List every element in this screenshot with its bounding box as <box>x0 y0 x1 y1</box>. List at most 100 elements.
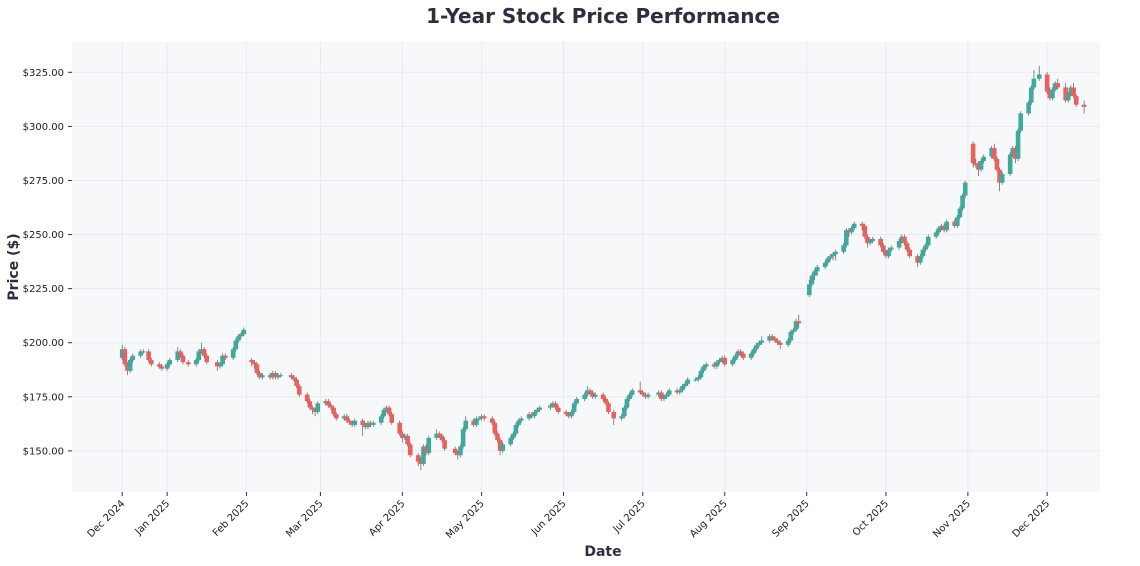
candle-up <box>1065 91 1071 103</box>
y-tick-label: $300.00 <box>23 122 64 133</box>
candle-body <box>772 338 778 341</box>
candle-up <box>656 390 661 397</box>
candle-up <box>479 414 484 421</box>
candle-body <box>1071 87 1076 97</box>
candle-up <box>1068 85 1074 97</box>
candle-up <box>341 414 347 421</box>
candle-body <box>204 355 210 363</box>
x-tick-label: Jun 2025 <box>529 498 569 538</box>
candle-body <box>333 414 339 419</box>
candle-down <box>296 383 302 397</box>
candle-body <box>674 390 680 393</box>
candle-body <box>175 351 181 361</box>
candle-body <box>791 329 796 332</box>
candle-down <box>331 405 336 417</box>
candle-body <box>830 254 836 257</box>
candle-body <box>526 414 532 419</box>
candle-body <box>421 446 426 464</box>
candle-down <box>185 360 191 367</box>
candle-body <box>645 394 651 397</box>
candle-body <box>777 342 783 345</box>
x-tick-label: Oct 2025 <box>851 498 891 538</box>
candle-up <box>791 327 796 335</box>
candle-body <box>415 455 421 462</box>
candle-body <box>236 336 241 341</box>
candle-up <box>822 260 828 270</box>
candle-up <box>920 247 926 259</box>
candle-body <box>463 420 469 430</box>
candle-down <box>611 409 617 425</box>
candle-body <box>368 422 373 425</box>
candle-up <box>698 368 704 380</box>
candle-up <box>476 416 482 421</box>
candle-body <box>275 375 281 378</box>
candle-down <box>492 420 498 436</box>
candle-body <box>497 440 503 451</box>
candle-body <box>730 360 735 365</box>
candle-up <box>275 373 281 380</box>
candle-up <box>278 373 284 378</box>
candle-up <box>1031 70 1037 90</box>
candle-body <box>407 444 413 456</box>
candle-up <box>696 375 701 382</box>
candle-body <box>574 398 580 404</box>
candle-body <box>1052 83 1058 90</box>
candle-body <box>1026 102 1031 114</box>
candle-body <box>460 429 466 447</box>
candle-body <box>822 262 828 267</box>
candle-body <box>933 232 939 237</box>
candle-up <box>812 269 817 280</box>
candle-body <box>991 148 997 159</box>
candle-up <box>841 243 846 255</box>
candle-body <box>270 373 276 378</box>
candle-body <box>471 420 476 425</box>
candle-body <box>418 461 424 464</box>
candle-up <box>828 254 833 261</box>
candle-down <box>333 411 339 421</box>
candle-down <box>878 236 883 248</box>
candle-body <box>1036 74 1042 79</box>
candle-up <box>1015 128 1021 161</box>
candle-body <box>1073 96 1079 105</box>
candle-up <box>719 355 725 363</box>
candle-body <box>363 424 368 428</box>
candles <box>119 65 1087 471</box>
candle-down <box>1044 72 1050 94</box>
candle-down <box>156 362 162 369</box>
candle-up <box>751 347 757 356</box>
x-tick-label: Dec 2025 <box>1011 498 1053 540</box>
candle-up <box>925 234 931 248</box>
candle-up <box>754 342 759 352</box>
candle-up <box>458 444 463 458</box>
candle-down <box>368 420 373 428</box>
candle-down <box>994 156 1000 172</box>
candle-body <box>148 360 154 365</box>
candle-down <box>883 249 889 259</box>
candle-body <box>495 433 500 441</box>
candle-down <box>326 398 331 408</box>
candle-up <box>962 180 968 198</box>
candle-up <box>629 388 635 397</box>
candle-body <box>944 221 950 231</box>
candle-body <box>899 236 905 242</box>
x-tick-label: Dec 2024 <box>86 498 128 540</box>
candle-down <box>1063 83 1068 103</box>
candle-down <box>222 353 228 361</box>
candle-up <box>474 416 479 428</box>
candle-down <box>497 437 503 456</box>
candle-up <box>236 334 241 343</box>
candle-body <box>146 351 151 361</box>
candle-body <box>775 340 780 343</box>
candle-body <box>1018 113 1024 131</box>
candle-body <box>756 342 762 345</box>
candle-body <box>238 334 244 337</box>
candle-down <box>711 362 717 369</box>
candle-down <box>349 420 355 428</box>
candle-down <box>397 420 402 436</box>
candle-body <box>164 364 170 369</box>
candle-down <box>122 347 128 367</box>
candle-body <box>566 414 572 417</box>
candle-body <box>1010 148 1016 155</box>
candle-body <box>828 256 833 259</box>
